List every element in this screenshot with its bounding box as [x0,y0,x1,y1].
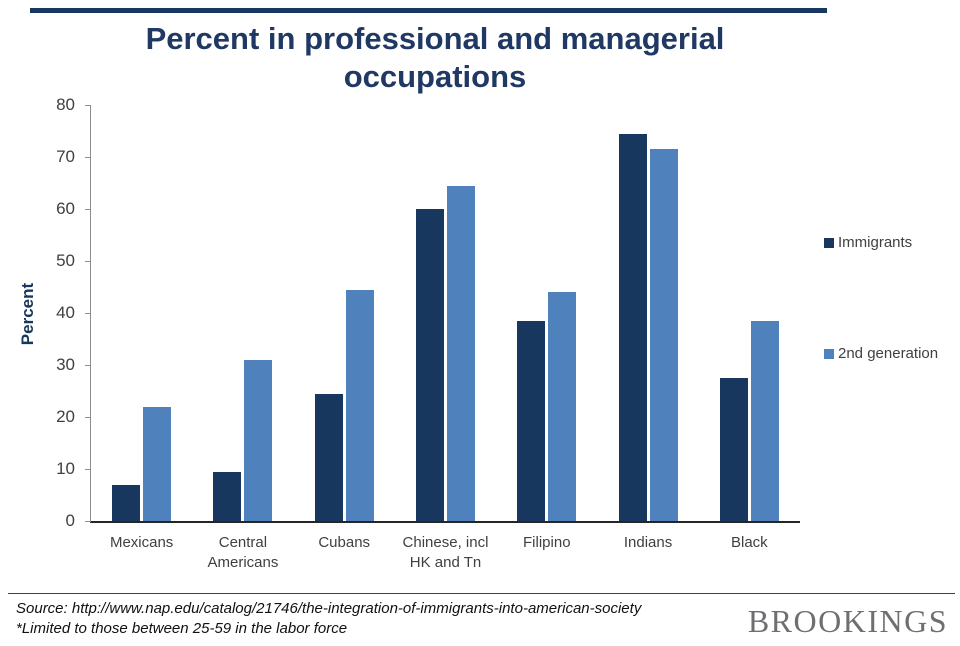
bar-group-chinese-incl-hk-and-tn [395,105,496,521]
legend-label: Immigrants [838,234,913,251]
bar-2nd-generation-indians [649,149,678,521]
x-axis-label-black: Black [731,534,768,551]
y-axis-tick-mark-70 [85,156,91,158]
x-axis-label-central-americans: Central Americans [207,534,279,571]
bar-2nd-generation-black [750,320,779,521]
bar-immigrants-cubans [314,393,343,521]
legend-swatch-icon [824,237,834,248]
y-axis-tick-mark-30 [85,364,91,366]
legend-swatch-icon [824,348,834,359]
bar-2nd-generation-central-americans [244,359,273,521]
bar-group-filipino [496,105,597,521]
y-axis-tick-label-50: 50 [56,251,75,270]
bar-immigrants-chinese-incl-hk-and-tn [415,209,444,521]
source-url-line: Source: http://www.nap.edu/catalog/21746… [16,600,642,617]
y-axis-tick-label-0: 0 [65,511,75,530]
brookings-logo: BROOKINGS [747,603,948,639]
bar-group-indians [597,105,698,521]
bar-immigrants-central-americans [213,471,242,521]
y-axis-tick-label-80: 80 [56,95,75,114]
bar-group-mexicans [91,105,192,521]
bar-2nd-generation-filipino [548,292,577,521]
chart-title: Percent in professional and managerial o… [10,20,860,96]
bar-group-central-americans [192,105,293,521]
x-axis-label-indians: Indians [623,534,673,551]
bar-immigrants-black [719,378,748,521]
y-axis-tick-label-30: 30 [56,355,75,374]
bar-immigrants-indians [618,133,647,521]
top-accent-rule [30,8,827,13]
bar-group-black [699,105,800,521]
y-axis-title: Percent [18,282,37,346]
limitation-note: *Limited to those between 25-59 in the l… [16,620,348,638]
bar-2nd-generation-mexicans [143,406,172,521]
y-axis-tick-mark-10 [85,468,91,470]
x-axis-label-cubans: Cubans [318,534,371,551]
y-axis-tick-mark-40 [85,312,91,314]
source-note: Source: http://www.nap.edu/catalog/21746… [16,599,641,640]
bar-immigrants-filipino [517,320,546,521]
x-axis-label-mexicans: Mexicans [109,534,174,551]
legend: Immigrants 2nd generation [824,234,938,362]
y-axis-tick-label-60: 60 [56,199,75,218]
x-axis-label-filipino: Filipino [523,534,571,551]
y-axis-tick-label-40: 40 [56,303,75,322]
y-axis-tick-mark-80 [85,104,91,106]
y-axis-tick-label-10: 10 [56,459,75,478]
plot-area: Mexicans Central Americans Cubans Chinese, … [56,95,800,571]
y-axis-tick-mark-0 [85,520,91,522]
chart-title-text: Percent in professional and managerial o… [145,21,725,95]
legend-label: 2nd generation [838,345,939,362]
bar-2nd-generation-cubans [345,289,374,521]
y-axis-tick-mark-50 [85,260,91,262]
bar-series-container [91,105,800,521]
bar-immigrants-mexicans [112,484,141,521]
y-axis-tick-mark-20 [85,416,91,418]
y-axis-tick-label-20: 20 [56,407,75,426]
legend-entry-2nd-generation: 2nd generation [824,345,938,362]
footer-divider [8,593,955,594]
x-axis-label-chinese-incl-hk-and-tn: Chinese, incl HK and Tn [402,534,489,571]
bar-group-cubans [294,105,395,521]
bar-2nd-generation-chinese-incl-hk-and-tn [446,185,475,521]
y-axis-tick-mark-60 [85,208,91,210]
legend-entry-immigrants: Immigrants [824,234,938,251]
y-axis-tick-label-70: 70 [56,147,75,166]
